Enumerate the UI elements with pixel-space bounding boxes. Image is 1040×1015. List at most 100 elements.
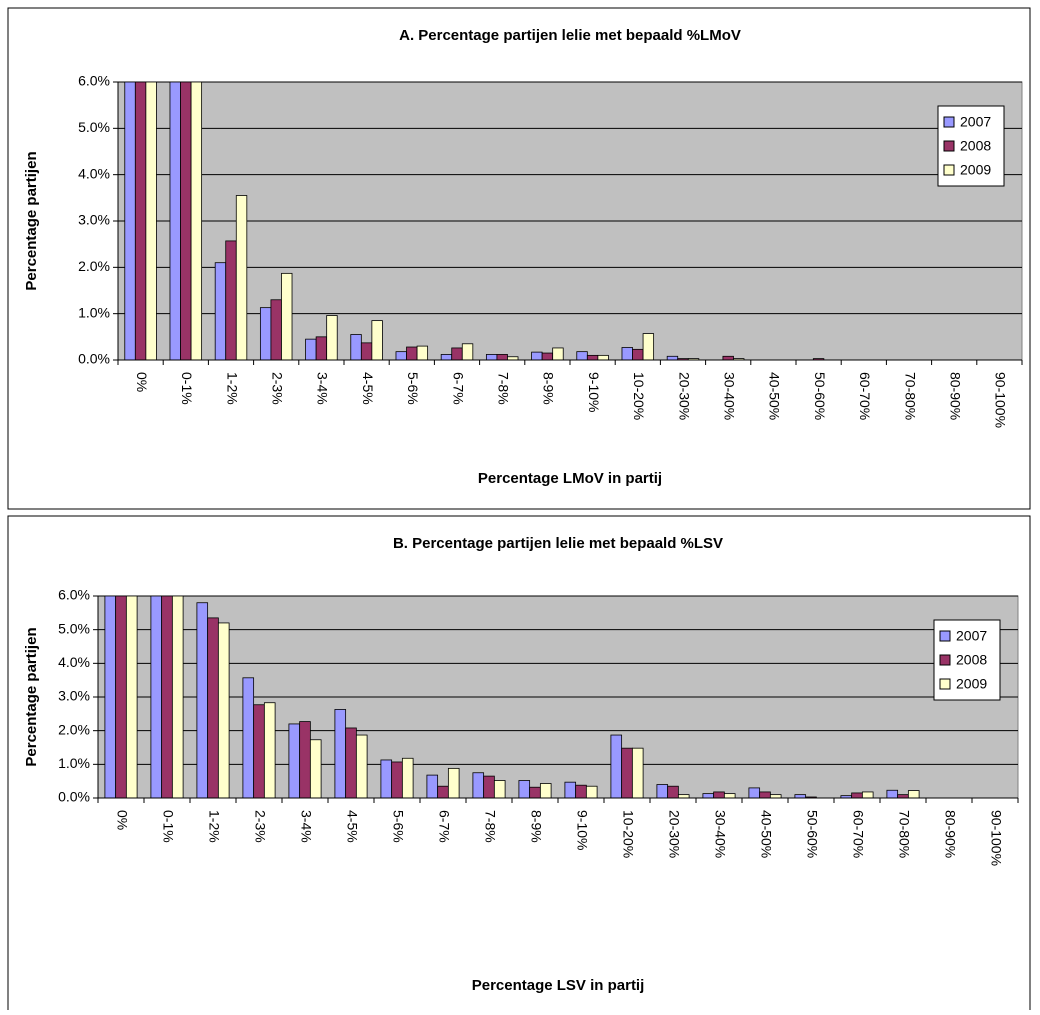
x-tick-label: 10-20% (620, 810, 636, 858)
legend-swatch (939, 654, 951, 666)
bar (585, 785, 598, 798)
x-tick-label: 60-70% (857, 372, 873, 420)
bar (242, 677, 255, 798)
bar (281, 272, 293, 360)
bar (309, 739, 322, 798)
bar (702, 793, 715, 798)
bar (406, 346, 418, 360)
x-axis-title: Percentage LMoV in partij (478, 470, 662, 487)
bar (125, 596, 138, 798)
legend-swatch (939, 678, 951, 690)
chart-title: B. Percentage partijen lelie met bepaald… (393, 535, 723, 552)
bar (496, 354, 508, 360)
y-tick-label: 3.0% (58, 688, 90, 704)
bar (124, 82, 136, 360)
x-tick-label: 3-4% (315, 372, 331, 405)
bars (104, 596, 920, 798)
x-tick-label: 0% (134, 372, 150, 392)
x-tick-label: 6-7% (450, 372, 466, 405)
bar (897, 794, 909, 798)
bar (334, 709, 347, 798)
x-tick-label: 4-5% (360, 372, 376, 405)
x-tick-label: 0-1% (179, 372, 195, 405)
bar (794, 794, 807, 798)
bar (539, 783, 552, 798)
bar (355, 734, 368, 798)
x-tick-label: 9-10% (586, 372, 602, 412)
x-axis-title: Percentage LSV in partij (472, 977, 645, 994)
bar (437, 785, 449, 798)
bar (759, 791, 771, 798)
bar (380, 759, 393, 798)
x-tick-label: 70-80% (902, 372, 918, 420)
chart: A. Percentage partijen lelie met bepaald… (7, 7, 1031, 510)
bar (575, 784, 587, 798)
bar (642, 333, 655, 360)
bars (124, 82, 825, 360)
bar (461, 343, 474, 360)
bar (597, 354, 609, 360)
bar (677, 794, 690, 798)
x-tick-label: 60-70% (850, 810, 866, 858)
legend-swatch (943, 164, 955, 176)
y-tick-label: 0.0% (78, 351, 110, 367)
y-tick-label: 1.0% (58, 755, 90, 771)
bar (722, 355, 734, 360)
bar (416, 345, 429, 360)
bar (861, 791, 874, 798)
x-tick-label: 8-9% (541, 372, 557, 405)
bar (907, 790, 920, 798)
bar (161, 596, 173, 798)
bar (371, 320, 383, 360)
chart-title: A. Percentage partijen lelie met bepaald… (399, 27, 741, 44)
bar (391, 761, 403, 798)
x-tick-label: 4-5% (344, 810, 360, 843)
bar (259, 307, 272, 360)
bar (621, 747, 633, 798)
bar (531, 351, 543, 360)
x-tick-label: 7-8% (495, 372, 511, 405)
x-tick-label: 0-1% (160, 810, 176, 843)
bar (395, 351, 407, 360)
x-tick-label: 6-7% (436, 810, 452, 843)
bar (769, 794, 782, 798)
bar (666, 355, 679, 360)
bar (299, 721, 311, 798)
bar (886, 789, 899, 798)
bar (713, 791, 725, 798)
bar (541, 352, 554, 360)
bar (493, 780, 506, 798)
bar (305, 338, 317, 360)
bar (447, 767, 460, 798)
bar (104, 596, 117, 798)
bar (270, 299, 282, 360)
x-tick-label: 5-6% (390, 810, 406, 843)
legend-label: 2009 (956, 676, 987, 692)
bar (315, 336, 328, 360)
bar (225, 240, 237, 360)
y-tick-label: 0.0% (58, 789, 90, 805)
x-tick-label: 50-60% (804, 810, 820, 858)
legend-label: 2007 (956, 628, 987, 644)
x-tick-label: 80-90% (942, 810, 958, 858)
bar (401, 757, 414, 798)
x-tick-label: 20-30% (666, 810, 682, 858)
bar (235, 195, 248, 360)
y-tick-label: 2.0% (78, 258, 110, 274)
bar (483, 775, 495, 798)
y-tick-label: 4.0% (78, 165, 110, 181)
y-tick-label: 1.0% (78, 304, 110, 320)
bar (180, 82, 192, 360)
legend-label: 2008 (956, 652, 987, 668)
x-tick-label: 30-40% (721, 372, 737, 420)
x-tick-label: 9-10% (574, 810, 590, 850)
y-tick-label: 3.0% (78, 212, 110, 228)
bar (190, 82, 203, 360)
x-tick-label: 10-20% (631, 372, 647, 420)
legend-label: 2009 (960, 162, 991, 178)
bar (134, 82, 147, 360)
x-tick-label: 2-3% (252, 810, 268, 843)
x-tick-label: 20-30% (676, 372, 692, 420)
x-tick-label: 1-2% (206, 810, 222, 843)
x-tick-label: 30-40% (712, 810, 728, 858)
